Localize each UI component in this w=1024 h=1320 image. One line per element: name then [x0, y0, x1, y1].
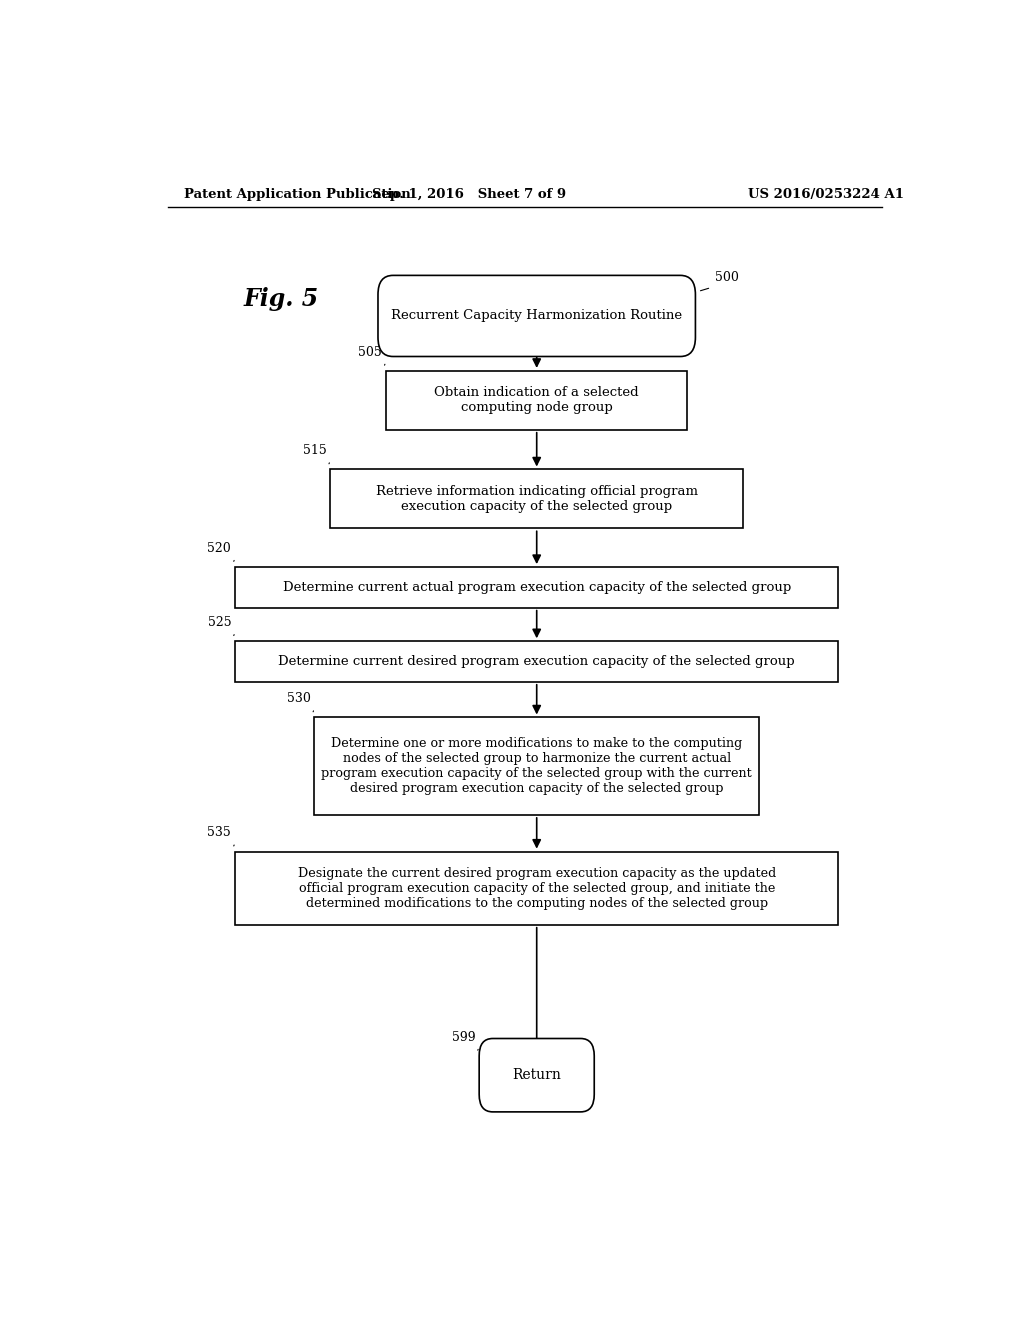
- FancyBboxPatch shape: [378, 276, 695, 356]
- Text: Determine one or more modifications to make to the computing
nodes of the select: Determine one or more modifications to m…: [322, 737, 752, 795]
- Text: Sep. 1, 2016   Sheet 7 of 9: Sep. 1, 2016 Sheet 7 of 9: [372, 189, 566, 202]
- Text: Retrieve information indicating official program
execution capacity of the selec: Retrieve information indicating official…: [376, 484, 697, 513]
- Text: 500: 500: [716, 272, 739, 284]
- Bar: [314, 718, 759, 814]
- Text: 515: 515: [303, 445, 327, 457]
- Bar: [236, 851, 839, 925]
- Text: Return: Return: [512, 1068, 561, 1082]
- Bar: [236, 642, 839, 682]
- Text: Recurrent Capacity Harmonization Routine: Recurrent Capacity Harmonization Routine: [391, 309, 682, 322]
- Text: 535: 535: [208, 826, 231, 840]
- Text: 505: 505: [358, 346, 382, 359]
- Text: Fig. 5: Fig. 5: [243, 286, 318, 310]
- FancyBboxPatch shape: [479, 1039, 594, 1111]
- Bar: [236, 568, 839, 607]
- Text: 599: 599: [452, 1031, 475, 1044]
- Text: Designate the current desired program execution capacity as the updated
official: Designate the current desired program ex…: [298, 867, 776, 909]
- Text: Patent Application Publication: Patent Application Publication: [183, 189, 411, 202]
- Text: Determine current actual program execution capacity of the selected group: Determine current actual program executi…: [283, 581, 791, 594]
- Bar: [331, 470, 743, 528]
- Text: US 2016/0253224 A1: US 2016/0253224 A1: [749, 189, 904, 202]
- Text: Obtain indication of a selected
computing node group: Obtain indication of a selected computin…: [434, 387, 639, 414]
- Text: Determine current desired program execution capacity of the selected group: Determine current desired program execut…: [279, 655, 795, 668]
- Text: 525: 525: [208, 616, 231, 630]
- Text: 520: 520: [208, 541, 231, 554]
- Bar: [386, 371, 687, 430]
- Text: 530: 530: [287, 692, 310, 705]
